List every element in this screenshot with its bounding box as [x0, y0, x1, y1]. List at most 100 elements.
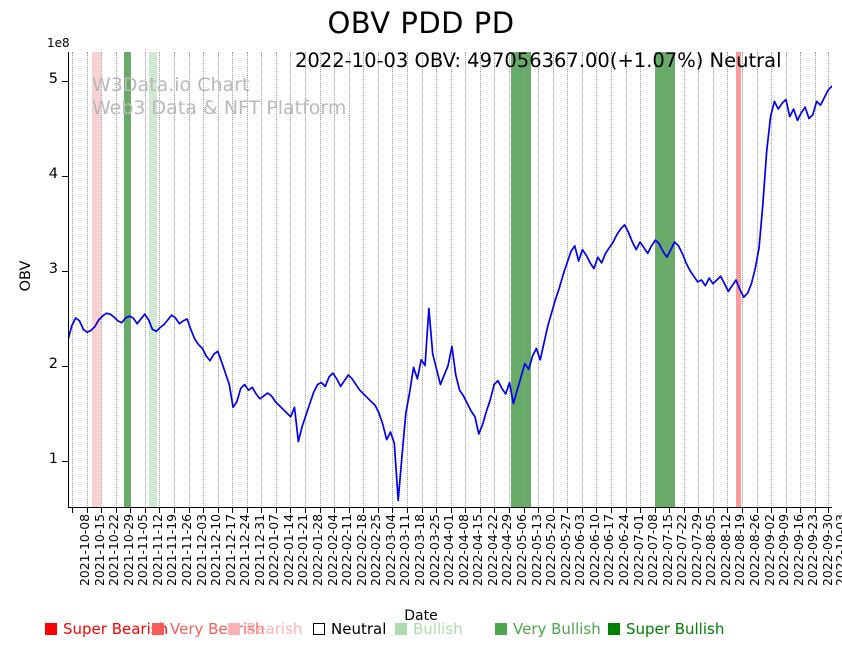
- gridline: [86, 52, 88, 508]
- x-tick-mark: [756, 508, 758, 513]
- legend-item-bullish[interactable]: Bullish: [395, 620, 463, 638]
- gridline: [363, 52, 365, 508]
- x-tick-mark: [217, 508, 219, 513]
- y-tick-mark: [62, 80, 68, 82]
- x-tick-label: 2021-10-08: [77, 514, 92, 587]
- gridline: [159, 52, 161, 508]
- y-tick-label: 5: [48, 70, 58, 87]
- x-tick-mark: [785, 508, 787, 513]
- gridline: [246, 52, 248, 508]
- gridline: [101, 52, 103, 508]
- legend-item-super-bullish[interactable]: Super Bullish: [608, 620, 724, 638]
- legend-item-bearish[interactable]: Bearish: [228, 620, 302, 638]
- legend-item-neutral[interactable]: Neutral: [313, 620, 386, 638]
- x-tick-mark: [800, 508, 802, 513]
- x-tick-mark: [625, 508, 627, 513]
- legend-label: Neutral: [331, 620, 387, 638]
- legend-item-very-bearish[interactable]: Very Bearish: [152, 620, 265, 638]
- gridline: [828, 52, 829, 508]
- x-tick-mark: [567, 508, 569, 513]
- y-tick-mark: [62, 270, 68, 272]
- x-tick-mark: [86, 508, 88, 513]
- x-tick-mark: [450, 508, 452, 513]
- x-tick-mark: [814, 508, 816, 513]
- legend-swatch-icon: [608, 623, 620, 635]
- x-tick-mark: [712, 508, 714, 513]
- gridline: [144, 52, 146, 508]
- legend-item-super-bearish[interactable]: Super Bearish: [45, 620, 168, 638]
- sentiment-band: [148, 52, 158, 508]
- x-tick-mark: [596, 508, 598, 513]
- x-tick-mark: [742, 508, 744, 513]
- gridline: [436, 52, 438, 508]
- x-tick-label: 2022-08-19: [732, 514, 748, 587]
- x-tick-label: 2022-01-07: [266, 514, 282, 587]
- x-tick-mark: [538, 508, 540, 513]
- x-tick-mark: [640, 508, 642, 513]
- x-tick-label: 2021-11-26: [178, 514, 194, 587]
- x-tick-label: 2021-11-12: [149, 514, 165, 587]
- x-tick-label: 2022-01-14: [280, 514, 296, 587]
- legend: Super Bearish Very Bearish Bearish Neutral B…: [0, 620, 842, 642]
- gridline: [800, 52, 802, 508]
- x-tick-label: 2022-07-22: [674, 514, 690, 587]
- x-tick-mark: [407, 508, 409, 513]
- x-tick-mark: [727, 508, 729, 513]
- y-tick-label: 4: [48, 165, 58, 182]
- x-tick-label: 2022-09-02: [761, 514, 777, 587]
- x-tick-label: 2022-03-18: [412, 514, 428, 587]
- x-tick-label: 2021-10-15: [91, 514, 107, 587]
- x-tick-label: 2022-07-15: [659, 514, 675, 587]
- x-tick-mark: [319, 508, 321, 513]
- x-tick-label: 2022-07-29: [688, 514, 704, 587]
- gridline: [465, 52, 467, 508]
- x-tick-label: 2022-03-25: [426, 514, 442, 587]
- x-tick-label: 2022-06-10: [586, 514, 602, 587]
- legend-swatch-icon: [395, 623, 407, 635]
- gridline: [275, 52, 277, 508]
- x-tick-label: 2022-09-16: [790, 514, 806, 587]
- gridline: [203, 52, 205, 508]
- legend-label: Bearish: [246, 620, 303, 638]
- chart-subtitle-status: 2022-10-03 OBV: 497056367.00(+1.07%) Neu…: [295, 49, 782, 72]
- x-tick-mark: [72, 508, 73, 513]
- x-tick-label: 2022-04-08: [455, 514, 471, 587]
- x-tick-label: 2021-12-03: [193, 514, 209, 587]
- x-tick-mark: [305, 508, 307, 513]
- x-tick-label: 2022-07-01: [630, 514, 646, 587]
- y-tick-label: 3: [48, 260, 58, 277]
- x-tick-mark: [159, 508, 161, 513]
- x-tick-mark: [654, 508, 656, 513]
- x-tick-mark: [261, 508, 263, 513]
- x-tick-label: 2022-01-28: [310, 514, 326, 587]
- gridline: [479, 52, 481, 508]
- gridline: [785, 52, 787, 508]
- x-tick-mark: [581, 508, 583, 513]
- x-tick-label: 2022-09-23: [805, 514, 821, 587]
- plot-area: W3Data.io Chart Web3 Data & NFT Platform: [68, 52, 832, 508]
- x-tick-mark: [101, 508, 103, 513]
- x-tick-mark: [246, 508, 248, 513]
- legend-item-very-bullish[interactable]: Very Bullish: [495, 620, 601, 638]
- x-tick-mark: [275, 508, 277, 513]
- x-tick-mark: [144, 508, 146, 513]
- x-tick-label: 2022-03-11: [397, 514, 413, 587]
- x-tick-label: 2022-10-03: [833, 514, 842, 587]
- gridline: [377, 52, 379, 508]
- x-tick-mark: [494, 508, 496, 513]
- x-tick-label: 2021-12-24: [237, 514, 253, 587]
- gridline: [538, 52, 540, 508]
- x-tick-mark: [377, 508, 379, 513]
- gridline: [727, 52, 729, 508]
- x-tick-label: 2022-06-17: [601, 514, 617, 587]
- x-tick-label: 2022-03-04: [382, 514, 398, 587]
- gridline: [421, 52, 423, 508]
- gridline: [610, 52, 612, 508]
- x-tick-label: 2022-08-26: [747, 514, 763, 587]
- x-tick-label: 2021-11-19: [164, 514, 180, 587]
- gridline: [756, 52, 758, 508]
- legend-swatch-icon: [313, 623, 325, 635]
- legend-label: Very Bullish: [513, 620, 601, 638]
- gridline: [581, 52, 583, 508]
